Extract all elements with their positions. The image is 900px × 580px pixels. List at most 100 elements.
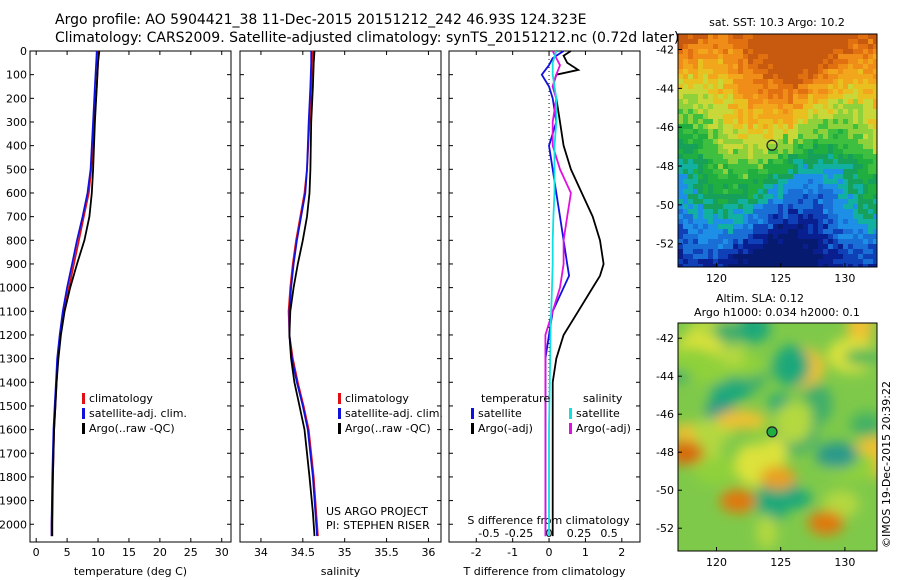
sst-cell: [873, 139, 877, 145]
sst-cell: [708, 184, 714, 190]
sst-cell: [683, 139, 689, 145]
sst-cell: [733, 174, 739, 180]
sst-cell: [808, 134, 814, 140]
sst-cell: [688, 69, 694, 75]
sst-cell: [868, 44, 874, 50]
sst-cell: [848, 204, 854, 210]
sst-cell: [688, 49, 694, 55]
sst-cell: [808, 74, 814, 80]
sst-cell: [688, 174, 694, 180]
sst-cell: [863, 149, 869, 155]
sst-cell: [853, 134, 859, 140]
sst-cell: [678, 179, 684, 185]
sst-cell: [768, 104, 774, 110]
sst-cell: [713, 124, 719, 130]
y-tick-label: 200: [6, 92, 27, 105]
sst-cell: [763, 59, 769, 65]
sla-blob: [693, 457, 740, 485]
sst-cell: [868, 139, 874, 145]
sst-cell: [748, 194, 754, 200]
sst-cell: [783, 94, 789, 100]
sst-cell: [808, 209, 814, 215]
sst-cell: [788, 119, 794, 125]
sst-cell: [813, 54, 819, 60]
temperature-frame: [29, 50, 232, 543]
sst-cell: [763, 134, 769, 140]
sst-cell: [873, 189, 877, 195]
sst-cell: [718, 209, 724, 215]
x-tick-label: 35.5: [374, 546, 399, 559]
sst-cell: [818, 69, 824, 75]
sst-cell: [733, 49, 739, 55]
sst-cell: [828, 39, 834, 45]
sst-cell: [808, 254, 814, 260]
sst-cell: [728, 164, 734, 170]
sst-cell: [688, 254, 694, 260]
sst-cell: [833, 104, 839, 110]
sst-cell: [818, 104, 824, 110]
sst-cell: [773, 54, 779, 60]
sst-cell: [828, 159, 834, 165]
sst-cell: [743, 204, 749, 210]
sst-cell: [813, 169, 819, 175]
sst-cell: [743, 99, 749, 105]
sst-cell: [768, 129, 774, 135]
sst-cell: [763, 79, 769, 85]
sst-cell: [833, 259, 839, 265]
sst-cell: [743, 124, 749, 130]
sst-cell: [868, 54, 874, 60]
sst-cell: [693, 209, 699, 215]
sst-cell: [818, 174, 824, 180]
sst-cell: [868, 169, 874, 175]
sst-cell: [873, 64, 877, 70]
x-axis-label: T difference from climatology: [463, 565, 626, 578]
sst-cell: [848, 59, 854, 65]
sst-cell: [823, 74, 829, 80]
x-tick-label: 0: [33, 546, 40, 559]
sst-cell: [728, 134, 734, 140]
sst-cell: [768, 229, 774, 235]
sst-cell: [718, 104, 724, 110]
sst-cell: [808, 164, 814, 170]
sst-cell: [803, 79, 809, 85]
sst-cell: [853, 154, 859, 160]
sst-cell: [778, 49, 784, 55]
sst-cell: [763, 64, 769, 70]
sst-cell: [833, 204, 839, 210]
sst-cell: [693, 199, 699, 205]
sst-cell: [873, 39, 877, 45]
sst-cell: [818, 114, 824, 120]
sst-cell: [718, 54, 724, 60]
sst-cell: [858, 209, 864, 215]
sst-cell: [848, 194, 854, 200]
sst-cell: [758, 114, 764, 120]
sst-cell: [853, 114, 859, 120]
sst-cell: [763, 239, 769, 245]
sst-cell: [838, 109, 844, 115]
sst-cell: [788, 179, 794, 185]
sst-cell: [698, 139, 704, 145]
x-tick-label: 34.5: [291, 546, 316, 559]
sst-cell: [763, 234, 769, 240]
sst-cell: [753, 94, 759, 100]
sst-cell: [828, 254, 834, 260]
sst-cell: [858, 84, 864, 90]
sst-cell: [688, 154, 694, 160]
sst-cell: [868, 254, 874, 260]
sst-cell: [853, 204, 859, 210]
sst-cell: [818, 234, 824, 240]
sst-cell: [773, 169, 779, 175]
sst-cell: [703, 199, 709, 205]
sst-cell: [708, 44, 714, 50]
sst-cell: [863, 179, 869, 185]
sst-cell: [848, 89, 854, 95]
sst-cell: [738, 239, 744, 245]
sst-cell: [718, 49, 724, 55]
sst-cell: [828, 94, 834, 100]
sst-cell: [693, 139, 699, 145]
sst-cell: [853, 219, 859, 225]
sst-cell: [743, 179, 749, 185]
sst-cell: [838, 249, 844, 255]
sst-cell: [688, 129, 694, 135]
